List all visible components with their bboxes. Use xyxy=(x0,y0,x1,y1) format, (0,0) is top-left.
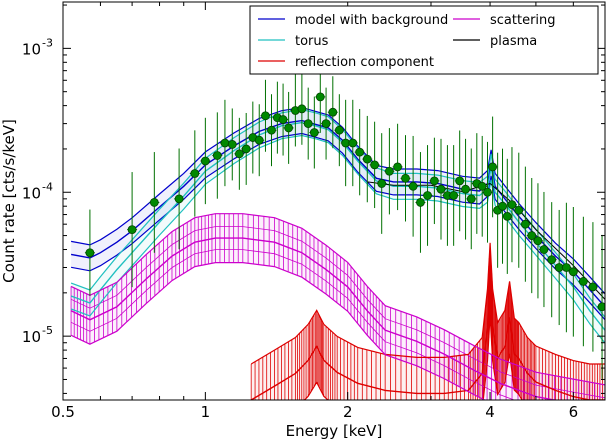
legend-box xyxy=(249,5,599,75)
data-point xyxy=(449,191,459,200)
x-axis-label: Energy [keV] xyxy=(286,422,383,440)
y-tick-label: 10 xyxy=(22,328,41,346)
y-axis-ticks: 10-510-410-3 xyxy=(22,4,605,394)
data-point xyxy=(377,179,387,188)
data-point xyxy=(254,135,264,145)
band-upper-3 xyxy=(70,213,605,386)
x-axis-ticks: 0.5 1 2 4 6 xyxy=(51,2,606,421)
y-tick-exponent: -3 xyxy=(42,36,53,49)
data-point xyxy=(284,123,294,133)
data-point xyxy=(85,248,95,258)
data-point xyxy=(328,107,338,117)
x-tick-label: 1 xyxy=(201,403,211,421)
band-upper-2 xyxy=(250,242,605,365)
data-point xyxy=(149,198,159,207)
data-point xyxy=(334,125,344,135)
data-point xyxy=(220,138,230,148)
data-point xyxy=(423,191,432,200)
data-point xyxy=(461,184,470,194)
data-point xyxy=(355,147,365,157)
y-axis-label: Count rate [cts/s/keV] xyxy=(0,119,18,283)
band-lower-2 xyxy=(303,314,523,400)
band-3 xyxy=(71,213,605,400)
data-point xyxy=(348,138,358,148)
legend-label: reflection component xyxy=(295,55,434,70)
plot-frame xyxy=(62,1,606,401)
legend-label: plasma xyxy=(490,34,537,49)
data-point xyxy=(436,184,446,194)
data-point xyxy=(568,267,578,277)
data-point xyxy=(212,151,222,160)
data-point xyxy=(309,128,319,137)
y-tick-label: 10 xyxy=(22,40,41,58)
band-lower-3 xyxy=(70,262,486,400)
data-point xyxy=(234,149,244,159)
data-point xyxy=(483,187,492,197)
data-point xyxy=(315,92,325,102)
data-point xyxy=(416,198,425,207)
data-point xyxy=(303,119,313,129)
legend-label: model with background xyxy=(295,13,448,28)
data-point xyxy=(547,255,557,265)
data-point xyxy=(278,115,288,124)
data-point xyxy=(507,200,517,210)
data-point xyxy=(362,154,372,164)
data-point xyxy=(429,176,439,186)
data-point xyxy=(401,173,410,183)
data-point xyxy=(174,194,184,204)
data-point xyxy=(520,219,530,229)
data-points xyxy=(84,60,605,379)
series-line-2 xyxy=(250,278,605,400)
data-point xyxy=(190,169,200,178)
data-point xyxy=(384,166,394,176)
y-tick-exponent: -4 xyxy=(42,180,53,193)
data-point xyxy=(597,302,605,312)
data-point xyxy=(527,231,537,240)
data-point xyxy=(321,119,331,129)
y-tick-label: 10 xyxy=(22,184,41,202)
data-point xyxy=(466,194,476,204)
data-point xyxy=(514,205,524,215)
band-hatch-horizontal xyxy=(70,226,605,399)
legend-label: scattering xyxy=(490,13,556,28)
data-point xyxy=(370,160,380,170)
x-tick-label: 4 xyxy=(485,403,495,421)
x-tick-label: 0.5 xyxy=(51,403,75,421)
data-point xyxy=(267,125,276,135)
data-point xyxy=(488,162,498,172)
data-point xyxy=(408,181,418,191)
x-tick-label: 2 xyxy=(343,403,353,421)
band-hatch-horizontal xyxy=(70,249,516,400)
data-point xyxy=(393,162,403,172)
data-point xyxy=(477,181,487,191)
data-point xyxy=(498,201,507,211)
data-point xyxy=(455,176,465,186)
series-line-3 xyxy=(70,237,558,400)
legend: model with background torus reflection com… xyxy=(249,5,599,75)
legend-label: torus xyxy=(295,34,329,49)
data-point xyxy=(127,225,137,235)
data-point xyxy=(227,140,237,149)
y-tick-exponent: -5 xyxy=(42,324,53,337)
x-tick-label: 6 xyxy=(569,403,579,421)
data-point xyxy=(578,277,588,286)
data-point xyxy=(200,156,210,166)
data-point xyxy=(533,236,543,246)
band-1 xyxy=(71,109,605,344)
data-point xyxy=(261,111,270,121)
data-point xyxy=(561,263,571,272)
data-point xyxy=(297,104,307,114)
data-point xyxy=(539,245,549,254)
data-point xyxy=(588,282,598,292)
data-point xyxy=(241,144,251,154)
data-point xyxy=(502,211,512,221)
